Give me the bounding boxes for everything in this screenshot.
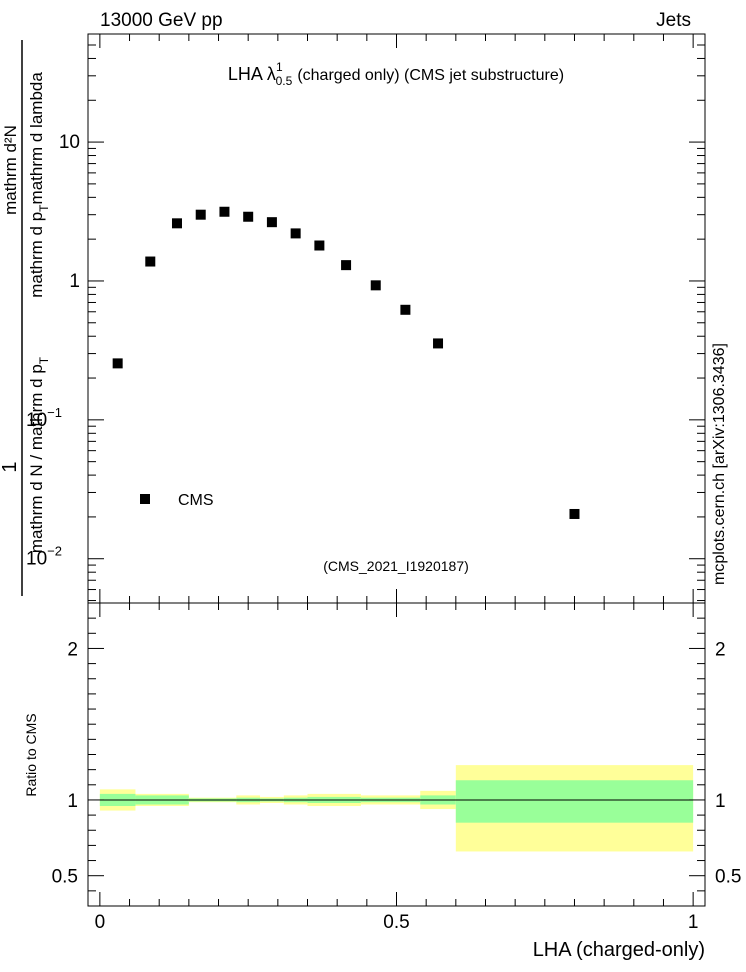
ylabel-prefix-den: mathrm d N / mathrm d pT: [27, 356, 51, 553]
data-point: [171, 218, 182, 229]
y-tick-label: 1: [69, 271, 80, 292]
plot-title: LHA λ1 0.5 (charged only) (CMS jet substru…: [228, 60, 564, 88]
y-tick-label: 10−2: [26, 544, 62, 570]
data-point: [341, 260, 352, 271]
upper-panel: 10−2 10−1 1 10: [26, 33, 706, 604]
y-tick-label: 10: [59, 132, 80, 153]
x-tick-label: 0.5: [383, 912, 409, 933]
legend-marker: [140, 494, 150, 504]
side-label: mcplots.cern.ch [arXiv:1306.3436]: [711, 343, 728, 585]
x-tick-label: 1: [688, 912, 699, 933]
data-point: [433, 338, 444, 349]
data-point: [112, 358, 123, 369]
data-point: [290, 228, 301, 239]
y-tick-label: 10−1: [26, 405, 62, 431]
data-point: [219, 206, 230, 217]
upper-frame: [87, 33, 706, 604]
data-point: [314, 240, 325, 251]
data-point: [243, 211, 254, 222]
data-point: [145, 256, 156, 267]
data-point: [400, 304, 411, 315]
ratio-tick-label-right: 2: [715, 639, 726, 660]
data-point: [195, 209, 206, 220]
ratio-tick-label-right: 0.5: [715, 867, 741, 888]
data-point: [370, 280, 381, 291]
ylabel-numerator: mathrm d²N: [1, 125, 20, 215]
ratio-tick-label-left: 2: [67, 639, 78, 660]
data-point: [569, 508, 580, 519]
ratio-tick-label-right: 1: [715, 791, 726, 812]
analysis-watermark: (CMS_2021_I1920187): [323, 558, 469, 574]
ratio-tick-label-left: 0.5: [52, 867, 78, 888]
ylabel-denominator: mathrm d pTmathrm d lambda: [27, 72, 51, 298]
x-axis-label: LHA (charged-only): [533, 939, 705, 961]
ratio-tick-label-left: 1: [67, 791, 78, 812]
header-left: 13000 GeV pp: [100, 10, 223, 31]
data-point: [266, 217, 277, 228]
lower-panel: 0.5 0.5 1 1 2 2 0 0.5 1: [52, 602, 741, 933]
x-tick-label: 0: [95, 912, 106, 933]
upper-ylabel: 1 mathrm d N / mathrm d pT mathrm d²N ma…: [0, 72, 51, 553]
legend-label: CMS: [178, 492, 214, 509]
lower-ylabel: Ratio to CMS: [23, 713, 39, 796]
lower-frame: [87, 602, 706, 907]
ylabel-prefix-one: 1: [0, 461, 21, 472]
header-right: Jets: [656, 10, 691, 31]
ratio-band-inner: [455, 780, 694, 823]
